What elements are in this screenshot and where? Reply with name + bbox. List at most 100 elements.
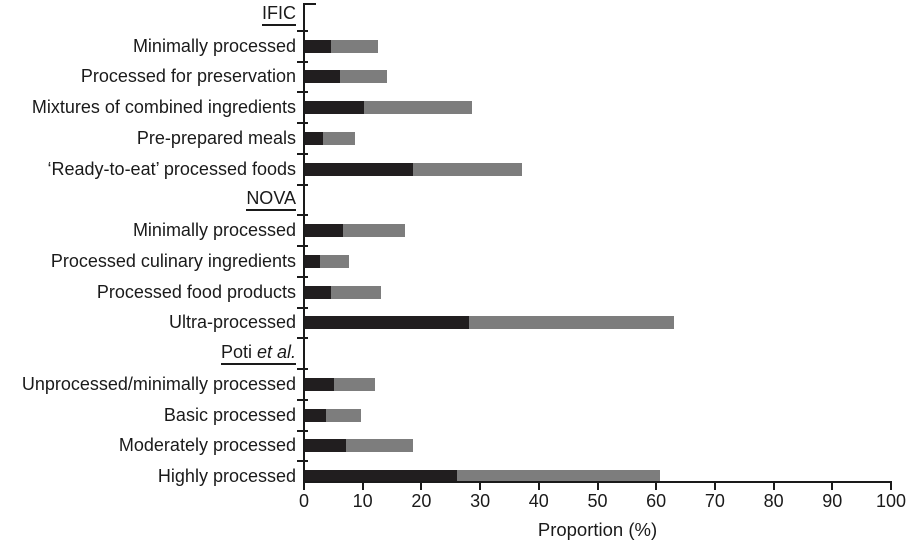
bar-segment-dark (305, 470, 458, 484)
bar-segment-gray (334, 377, 376, 391)
x-tick-label: 80 (763, 491, 784, 511)
group-header-row: NOVA (0, 185, 891, 216)
y-tick (297, 183, 308, 186)
group-header-cell: NOVA (0, 187, 305, 211)
y-tick (297, 214, 308, 217)
bar (305, 70, 891, 84)
x-tick-label: 0 (298, 491, 310, 511)
bar (305, 224, 891, 238)
y-axis-top-tick (305, 3, 316, 5)
y-tick (297, 460, 308, 463)
y-tick (297, 60, 308, 63)
category-label: Moderately processed (118, 435, 296, 456)
x-tick (831, 483, 834, 490)
category-label: Minimally processed (132, 220, 296, 241)
bar-row: Minimally processed (0, 31, 891, 62)
y-tick (297, 306, 308, 309)
bar-row: Minimally processed (0, 215, 891, 246)
rows-container: IFIC Minimally processed Processed for pre… (0, 3, 891, 492)
x-tick (655, 483, 658, 490)
group-header-bar-cell-empty (305, 347, 891, 360)
x-tick (596, 483, 599, 490)
bar-row: Moderately processed (0, 431, 891, 462)
bar (305, 254, 891, 268)
bar (305, 162, 891, 176)
group-header-text: IFIC (262, 3, 296, 24)
x-tick (479, 483, 482, 490)
group-header-italic-text: et al. (256, 341, 296, 362)
bar-row: Processed food products (0, 277, 891, 308)
x-axis-title: Proportion (%) (537, 519, 658, 540)
x-tick-label: 70 (704, 491, 725, 511)
group-header-bar-cell-empty (305, 193, 891, 206)
x-tick-label: 100 (875, 491, 907, 511)
x-tick (772, 483, 775, 490)
group-header-cell: IFIC (0, 3, 305, 27)
y-tick (297, 337, 308, 340)
bar-segment-dark (305, 101, 364, 115)
bar-segment-gray (331, 285, 382, 299)
bar-segment-gray (325, 408, 361, 422)
category-label: Mixtures of combined ingredients (31, 97, 296, 118)
bar (305, 316, 891, 330)
bar-segment-gray (331, 39, 379, 53)
bar (305, 101, 891, 115)
bar (305, 39, 891, 53)
y-tick (297, 368, 308, 370)
bar-row: Mixtures of combined ingredients (0, 92, 891, 123)
y-tick (297, 398, 308, 401)
bar (305, 408, 891, 422)
x-tick-label: 30 (470, 491, 491, 511)
bar-row: Pre-prepared meals (0, 123, 891, 154)
x-tick (890, 483, 892, 490)
bar-segment-dark (305, 254, 320, 268)
group-header-cell: Poti et al. (0, 341, 305, 365)
y-axis-line (303, 3, 305, 482)
bar-row: Highly processed (0, 461, 891, 492)
bar-segment-gray (363, 101, 472, 115)
category-label: Processed culinary ingredients (50, 250, 296, 271)
bar-segment-gray (469, 316, 675, 330)
bar-segment-dark (305, 439, 347, 453)
y-tick (297, 122, 308, 124)
y-tick (297, 429, 308, 432)
bar-segment-dark (305, 377, 335, 391)
bar-segment-dark (305, 285, 332, 299)
bar-segment-dark (305, 408, 326, 422)
category-label: ‘Ready-to-eat’ processed foods (47, 158, 296, 179)
x-tick-label: 40 (528, 491, 549, 511)
category-label: Basic processed (163, 404, 296, 425)
bar (305, 285, 891, 299)
bar-segment-gray (413, 162, 522, 176)
bar-row: Basic processed (0, 400, 891, 431)
category-label: Unprocessed/minimally processed (21, 373, 296, 394)
category-label: Ultra-processed (168, 312, 296, 333)
bar-segment-dark (305, 39, 332, 53)
group-header: NOVA (246, 187, 296, 211)
x-axis-line (303, 481, 892, 483)
x-tick-label: 10 (352, 491, 373, 511)
bar-row: Unprocessed/minimally processed (0, 369, 891, 400)
bar-segment-dark (305, 131, 323, 145)
x-tick-label: 20 (411, 491, 432, 511)
x-ticks-layer (303, 483, 892, 490)
y-tick (297, 91, 308, 94)
group-header-text: NOVA (246, 187, 296, 208)
y-tick (297, 29, 308, 32)
bar-segment-gray (322, 131, 355, 145)
bar-segment-dark (305, 224, 344, 238)
group-header: Poti et al. (220, 341, 296, 365)
x-tick-label: 60 (646, 491, 667, 511)
group-header-bar-cell-empty (305, 9, 891, 22)
category-label: Minimally processed (132, 35, 296, 56)
bar-segment-dark (305, 316, 470, 330)
x-tick-labels-layer: 0 10 20 30 40 50 60 70 80 90 100 (299, 491, 906, 513)
x-tick-label: 90 (822, 491, 843, 511)
bar-segment-gray (340, 70, 388, 84)
bar-row: ‘Ready-to-eat’ processed foods (0, 154, 891, 185)
x-tick (537, 483, 540, 490)
y-tick (297, 275, 308, 278)
x-tick-label: 50 (587, 491, 608, 511)
bar (305, 377, 891, 391)
